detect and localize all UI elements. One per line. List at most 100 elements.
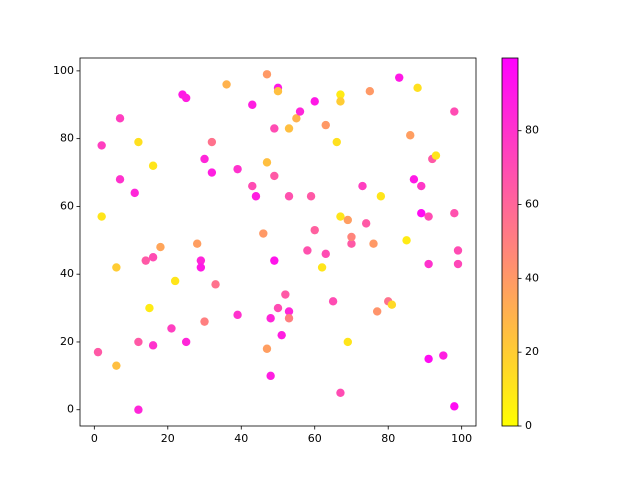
point <box>395 73 404 82</box>
x-tick-label: 100 <box>451 432 472 445</box>
point <box>134 337 143 347</box>
colorbar-tick-label: 40 <box>525 271 539 284</box>
point <box>262 158 272 167</box>
point <box>156 242 165 252</box>
point <box>439 351 448 360</box>
y-tick-label: 100 <box>53 64 74 77</box>
x-tick-label: 60 <box>308 432 322 445</box>
point <box>251 192 261 201</box>
point <box>233 164 242 174</box>
point <box>369 239 378 248</box>
point <box>306 192 316 201</box>
point <box>321 120 330 130</box>
point <box>402 236 411 245</box>
point <box>222 80 231 89</box>
y-tick-label: 0 <box>67 403 74 416</box>
point <box>424 354 433 364</box>
x-tick-label: 0 <box>91 432 98 445</box>
point <box>284 314 294 323</box>
point <box>336 212 345 221</box>
point <box>192 239 202 248</box>
point <box>200 154 209 164</box>
point <box>207 137 217 147</box>
point <box>358 181 367 191</box>
point <box>450 208 459 218</box>
point <box>112 263 121 272</box>
point <box>284 192 294 201</box>
point <box>262 344 272 353</box>
point <box>450 107 459 116</box>
point <box>361 219 371 228</box>
point <box>262 70 272 79</box>
point <box>417 208 426 218</box>
x-tick-label: 20 <box>161 432 175 445</box>
point <box>148 253 158 262</box>
point <box>112 361 121 370</box>
point <box>130 188 139 198</box>
point <box>281 290 290 299</box>
point <box>273 303 283 313</box>
point <box>97 141 106 150</box>
point <box>270 256 279 265</box>
point <box>424 212 433 221</box>
point <box>207 168 217 177</box>
point <box>148 161 158 170</box>
point <box>303 246 312 255</box>
point <box>167 324 176 333</box>
point <box>115 175 125 184</box>
point <box>141 256 150 265</box>
point <box>453 246 463 255</box>
point <box>200 317 209 326</box>
point <box>424 259 433 269</box>
point <box>310 225 319 235</box>
point <box>336 90 345 99</box>
point <box>196 256 206 265</box>
point <box>450 402 459 411</box>
x-tick-label: 40 <box>234 432 248 445</box>
point <box>181 93 191 103</box>
point <box>310 97 319 106</box>
point <box>145 303 154 313</box>
point <box>115 114 125 123</box>
colorbar-tick-label: 0 <box>525 419 532 432</box>
point <box>365 87 375 96</box>
point <box>347 232 356 242</box>
point <box>259 229 268 238</box>
point <box>266 371 275 381</box>
point <box>148 341 158 350</box>
point <box>181 337 191 347</box>
point <box>284 124 294 133</box>
point <box>93 347 103 357</box>
colorbar <box>501 57 519 427</box>
point <box>196 263 206 272</box>
point <box>317 263 327 272</box>
point <box>273 87 283 96</box>
point <box>387 300 397 309</box>
y-tick-label: 20 <box>60 335 74 348</box>
point <box>417 181 426 191</box>
point <box>409 175 419 184</box>
y-tick-label: 40 <box>60 267 74 280</box>
y-tick-label: 80 <box>60 132 74 145</box>
point <box>284 307 294 316</box>
point <box>134 405 143 414</box>
point <box>248 181 257 191</box>
point <box>292 114 301 123</box>
point <box>328 297 338 306</box>
point <box>270 124 279 133</box>
point <box>170 276 180 286</box>
point <box>134 137 143 147</box>
point <box>413 83 422 93</box>
point <box>431 151 441 160</box>
point <box>343 337 352 347</box>
point <box>97 212 106 221</box>
y-tick-label: 60 <box>60 199 74 212</box>
plot-frame <box>79 57 477 427</box>
point <box>332 137 341 147</box>
point <box>266 314 275 323</box>
point <box>295 107 305 116</box>
point <box>336 97 345 106</box>
point <box>248 100 257 109</box>
point <box>347 239 356 248</box>
